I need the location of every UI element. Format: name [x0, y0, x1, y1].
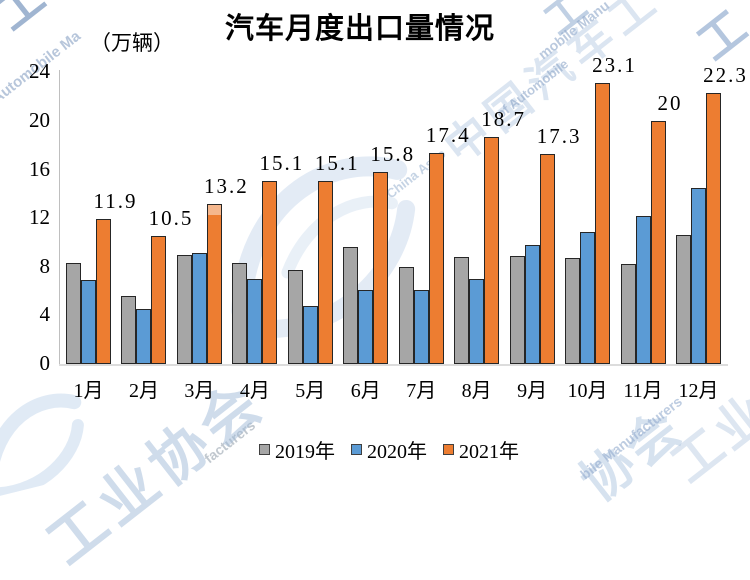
- x-axis-label-11月: 11月: [623, 380, 663, 402]
- bar-2021年-6月: [373, 172, 389, 364]
- bar-2019年-2月: [121, 296, 137, 364]
- bar-2020年-1月: [81, 280, 96, 364]
- y-axis-line: [59, 70, 60, 364]
- bar-2021年-11月: [650, 121, 666, 364]
- x-axis-label-5月: 5月: [295, 380, 326, 402]
- bar-2021年-3月: [206, 204, 222, 364]
- data-label-2021年-8月: 18.7: [481, 107, 527, 131]
- data-label-2021年-1月: 11.9: [93, 189, 138, 213]
- data-label-2021年-11月: 20: [657, 91, 683, 115]
- data-label-2021年-4月: 15.1: [259, 151, 305, 175]
- bar-2020年-8月: [469, 279, 485, 364]
- bar-2019年-5月: [287, 270, 303, 364]
- bar-2019年-12月: [675, 235, 691, 364]
- bar-2020年-2月: [136, 309, 152, 364]
- bar-2020年-3月: [191, 253, 207, 364]
- bar-2019年-9月: [509, 256, 525, 364]
- bar-2019年-10月: [565, 258, 581, 364]
- x-axis-label-12月: 12月: [678, 380, 719, 402]
- data-label-2021年-3月: 13.2: [204, 174, 249, 198]
- legend-item-2019年: 2019年: [259, 435, 335, 464]
- bar-2021年-10月: [595, 83, 611, 364]
- bar-2019年-7月: [398, 267, 414, 364]
- y-axis-unit-label: （万辆）: [90, 31, 174, 55]
- x-axis-label-9月: 9月: [517, 380, 548, 402]
- data-label-2021年-2月: 10.5: [148, 206, 194, 230]
- y-axis-tick-16: 16: [29, 156, 50, 181]
- bar-2019年-6月: [343, 247, 359, 364]
- bar-2021年-8月: [484, 137, 500, 364]
- x-axis-label-3月: 3月: [184, 380, 215, 402]
- y-axis-tick-4: 4: [39, 302, 51, 327]
- bar-2019年-3月: [176, 255, 192, 364]
- legend-item-2020年: 2020年: [351, 435, 427, 464]
- legend-label: 2021年: [459, 441, 519, 463]
- legend-label: 2020年: [367, 441, 427, 463]
- x-axis-label-7月: 7月: [406, 380, 437, 402]
- bar-2019年-8月: [454, 257, 470, 364]
- y-axis-tick-12: 12: [29, 205, 50, 230]
- bar-2019年-4月: [232, 263, 248, 364]
- bar-2021年-5月: [317, 181, 333, 364]
- x-axis-baseline: [59, 364, 728, 366]
- y-axis-tick-24: 24: [29, 59, 50, 84]
- bar-2021年-9月: [539, 154, 555, 364]
- legend-swatch-icon: [443, 444, 454, 455]
- y-axis-tick-0: 0: [39, 351, 51, 375]
- bar-2021年-12月: [705, 93, 721, 364]
- bar-2020年-6月: [358, 290, 374, 364]
- bar-2020年-7月: [413, 290, 429, 364]
- bar-2021年-1月: [96, 219, 111, 364]
- bar-2020年-11月: [635, 216, 651, 364]
- x-axis-label-8月: 8月: [461, 380, 492, 402]
- bar-2021年-7月: [428, 153, 444, 364]
- x-axis-label-2月: 2月: [128, 380, 159, 402]
- legend-swatch-icon: [259, 444, 270, 455]
- data-label-2021年-10月: 23.1: [592, 53, 637, 77]
- data-label-2021年-9月: 17.3: [536, 124, 582, 148]
- bar-2020年-12月: [690, 188, 706, 364]
- chart-legend: 2019年 2020年 2021年: [0, 435, 750, 464]
- chart-title: 汽车月度出口量情况: [224, 13, 495, 45]
- x-axis-label-10月: 10月: [567, 380, 608, 402]
- y-axis-tick-8: 8: [39, 253, 51, 278]
- bar-2021年-4月: [262, 181, 278, 364]
- bar-2020年-5月: [302, 306, 318, 364]
- bar-2020年-10月: [580, 232, 596, 364]
- data-label-2021年-7月: 17.4: [425, 123, 471, 147]
- x-axis-label-4月: 4月: [239, 380, 270, 402]
- bar-2019年-11月: [620, 264, 636, 364]
- bar-2020年-9月: [524, 245, 540, 364]
- data-label-2021年-12月: 22.3: [703, 63, 748, 87]
- bar-2019年-1月: [66, 263, 81, 364]
- bar-chart: 汽车月度出口量情况 （万辆） 24 20 16 12 8 4 0 11.9 1月 10.5 2月 13…: [29, 13, 748, 402]
- x-axis-label-6月: 6月: [350, 380, 381, 402]
- data-label-2021年-6月: 15.8: [370, 142, 416, 166]
- y-axis-tick-20: 20: [29, 108, 50, 132]
- bar-top-highlight: [207, 205, 221, 215]
- bar-2021年-2月: [151, 236, 167, 364]
- bar-2020年-4月: [247, 279, 263, 364]
- legend-swatch-icon: [351, 444, 362, 455]
- legend-item-2021年: 2021年: [443, 435, 519, 464]
- legend-label: 2019年: [275, 441, 335, 463]
- data-label-2021年-5月: 15.1: [314, 151, 360, 175]
